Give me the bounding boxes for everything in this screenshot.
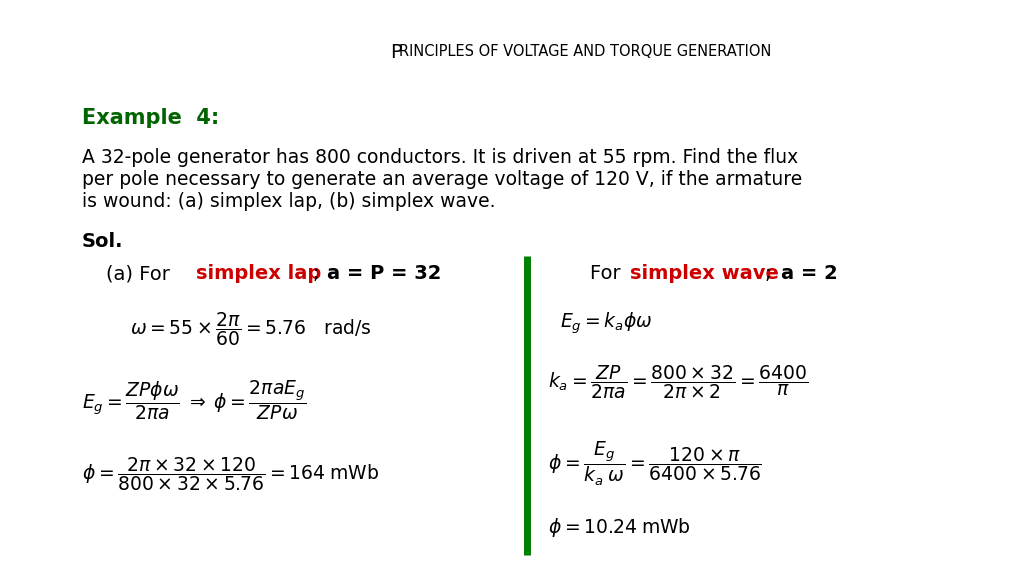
Text: RINCIPLES OF VOLTAGE AND TORQUE GENERATION: RINCIPLES OF VOLTAGE AND TORQUE GENERATI… [399,44,771,59]
Text: simplex lap: simplex lap [196,264,322,283]
Text: $\omega = 55 \times \dfrac{2\pi}{60} = 5.76 \quad \mathrm{rad/s}$: $\omega = 55 \times \dfrac{2\pi}{60} = 5… [130,310,372,348]
Text: a = 2: a = 2 [781,264,838,283]
Text: A 32-pole generator has 800 conductors. It is driven at 55 rpm. Find the flux: A 32-pole generator has 800 conductors. … [82,148,799,167]
Text: $k_a = \dfrac{ZP}{2\pi a} = \dfrac{800 \times 32}{2\pi \times 2} = \dfrac{6400}{: $k_a = \dfrac{ZP}{2\pi a} = \dfrac{800 \… [548,363,808,401]
Text: Example  4:: Example 4: [82,108,219,128]
Text: simplex wave: simplex wave [630,264,779,283]
Text: $\phi = \dfrac{2\pi \times 32 \times 120}{800 \times 32 \times 5.76} = 164 \;\ma: $\phi = \dfrac{2\pi \times 32 \times 120… [82,455,379,493]
Text: Sol.: Sol. [82,232,124,251]
Text: $E_g = k_a\phi\omega$: $E_g = k_a\phi\omega$ [560,310,652,335]
Text: ;: ; [765,264,778,283]
Text: a = P = 32: a = P = 32 [327,264,441,283]
Text: For: For [590,264,627,283]
Text: P: P [390,43,401,62]
Text: $\phi = 10.24 \;\mathrm{mWb}$: $\phi = 10.24 \;\mathrm{mWb}$ [548,516,691,539]
Text: (a) For: (a) For [106,264,176,283]
Text: ;: ; [313,264,326,283]
Text: $E_g = \dfrac{ZP\phi\omega}{2\pi a} \;\Rightarrow\; \phi = \dfrac{2\pi a E_g}{ZP: $E_g = \dfrac{ZP\phi\omega}{2\pi a} \;\R… [82,378,306,422]
Text: per pole necessary to generate an average voltage of 120 V, if the armature: per pole necessary to generate an averag… [82,170,802,189]
Text: $\phi = \dfrac{E_g}{k_a\;\omega} = \dfrac{120 \times \pi}{6400 \times 5.76}$: $\phi = \dfrac{E_g}{k_a\;\omega} = \dfra… [548,440,762,488]
Text: is wound: (a) simplex lap, (b) simplex wave.: is wound: (a) simplex lap, (b) simplex w… [82,192,496,211]
